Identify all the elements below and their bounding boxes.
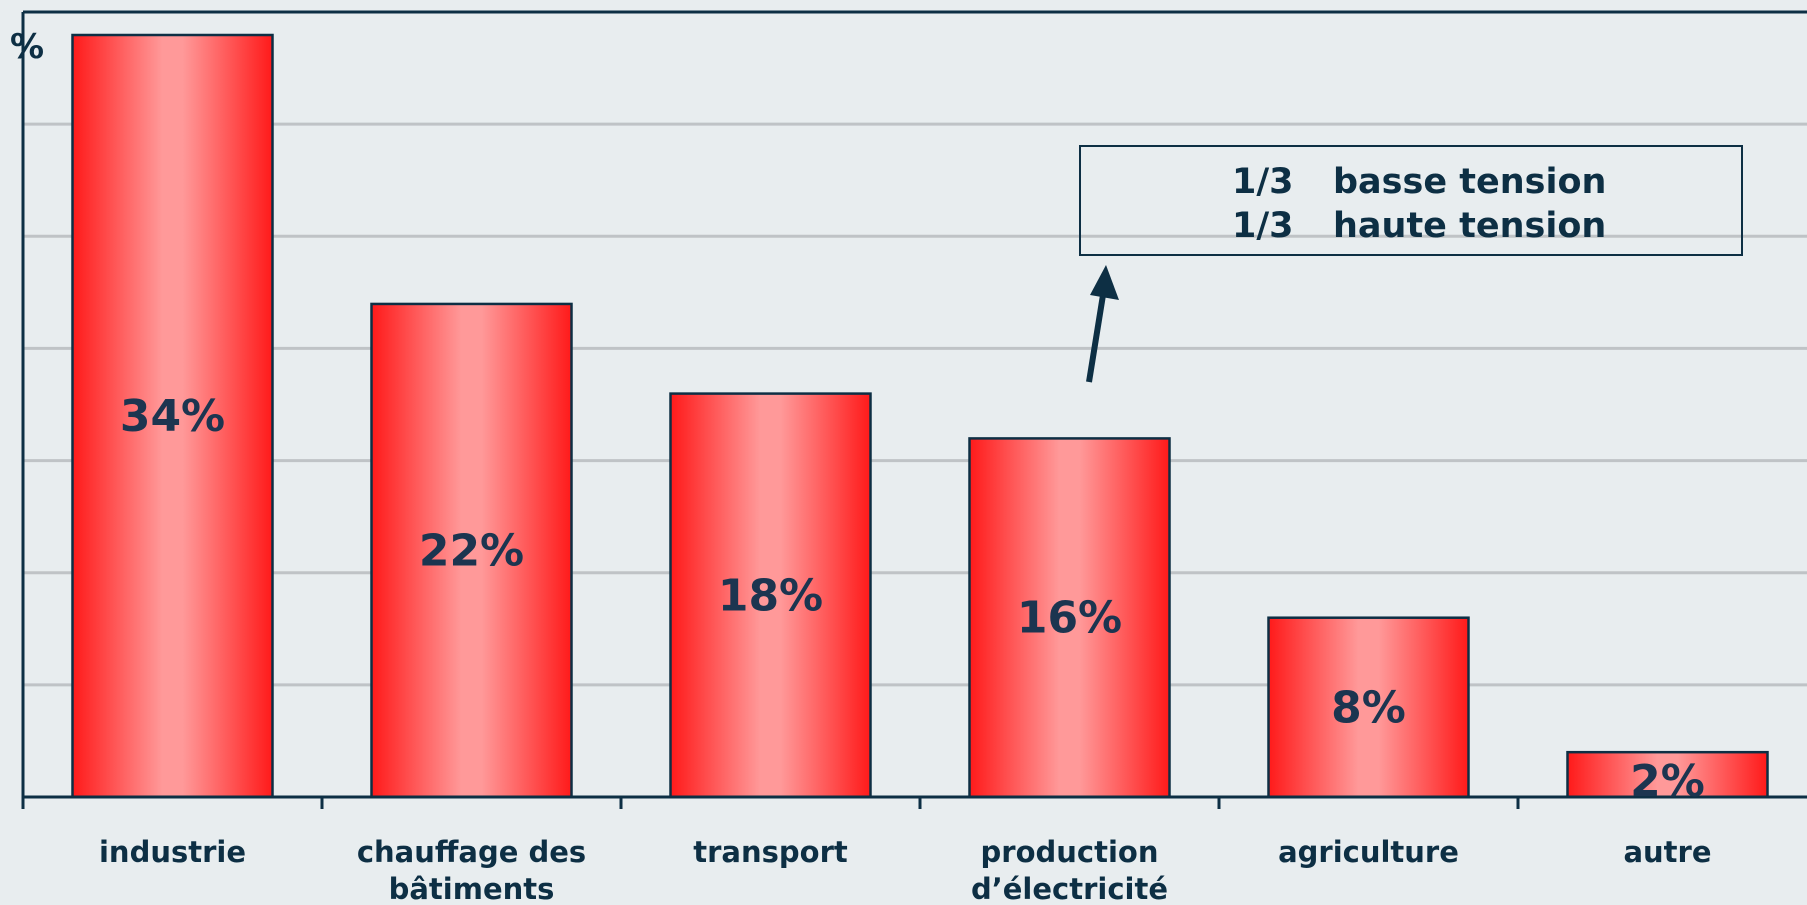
data-label: 16%: [1017, 593, 1122, 644]
labels: 34% industrie 22% chauffage des bâtiments 18%…: [99, 391, 1712, 905]
annotation-text-2: haute tension: [1333, 206, 1606, 246]
bar: [669, 392, 872, 799]
annotation-fraction-1: 1/3: [1232, 162, 1294, 202]
x-tick-label: industrie: [99, 835, 246, 869]
gridlines: [23, 122, 1807, 687]
data-label: 2%: [1630, 756, 1705, 807]
data-label: 22%: [419, 525, 524, 576]
annotation-callout: 1/3 basse tension 1/3 haute tension: [1079, 145, 1743, 383]
bars: [71, 33, 1769, 799]
data-label: 8%: [1331, 682, 1406, 733]
data-label: 18%: [718, 570, 823, 621]
bar: [968, 437, 1171, 799]
annotation-text-1: basse tension: [1333, 162, 1606, 202]
annotation-fraction-2: 1/3: [1232, 206, 1294, 246]
bar: [1267, 616, 1470, 799]
x-tick-label: autre: [1623, 835, 1711, 869]
bar: [1566, 750, 1769, 799]
bar: [370, 302, 573, 799]
x-tick-label: chauffage des bâtiments: [357, 835, 586, 905]
annotation-arrow-shaft: [1086, 294, 1106, 383]
x-tick-label: production d’électricité: [971, 835, 1168, 905]
data-label: 34%: [120, 391, 225, 442]
annotation-arrow-head: [1090, 265, 1119, 300]
annotation-box: [1079, 145, 1743, 256]
x-tick-label: agriculture: [1278, 835, 1459, 869]
axes: [21, 10, 1807, 809]
y-axis-unit-label: %: [10, 27, 44, 67]
x-tick-label: transport: [693, 835, 848, 869]
